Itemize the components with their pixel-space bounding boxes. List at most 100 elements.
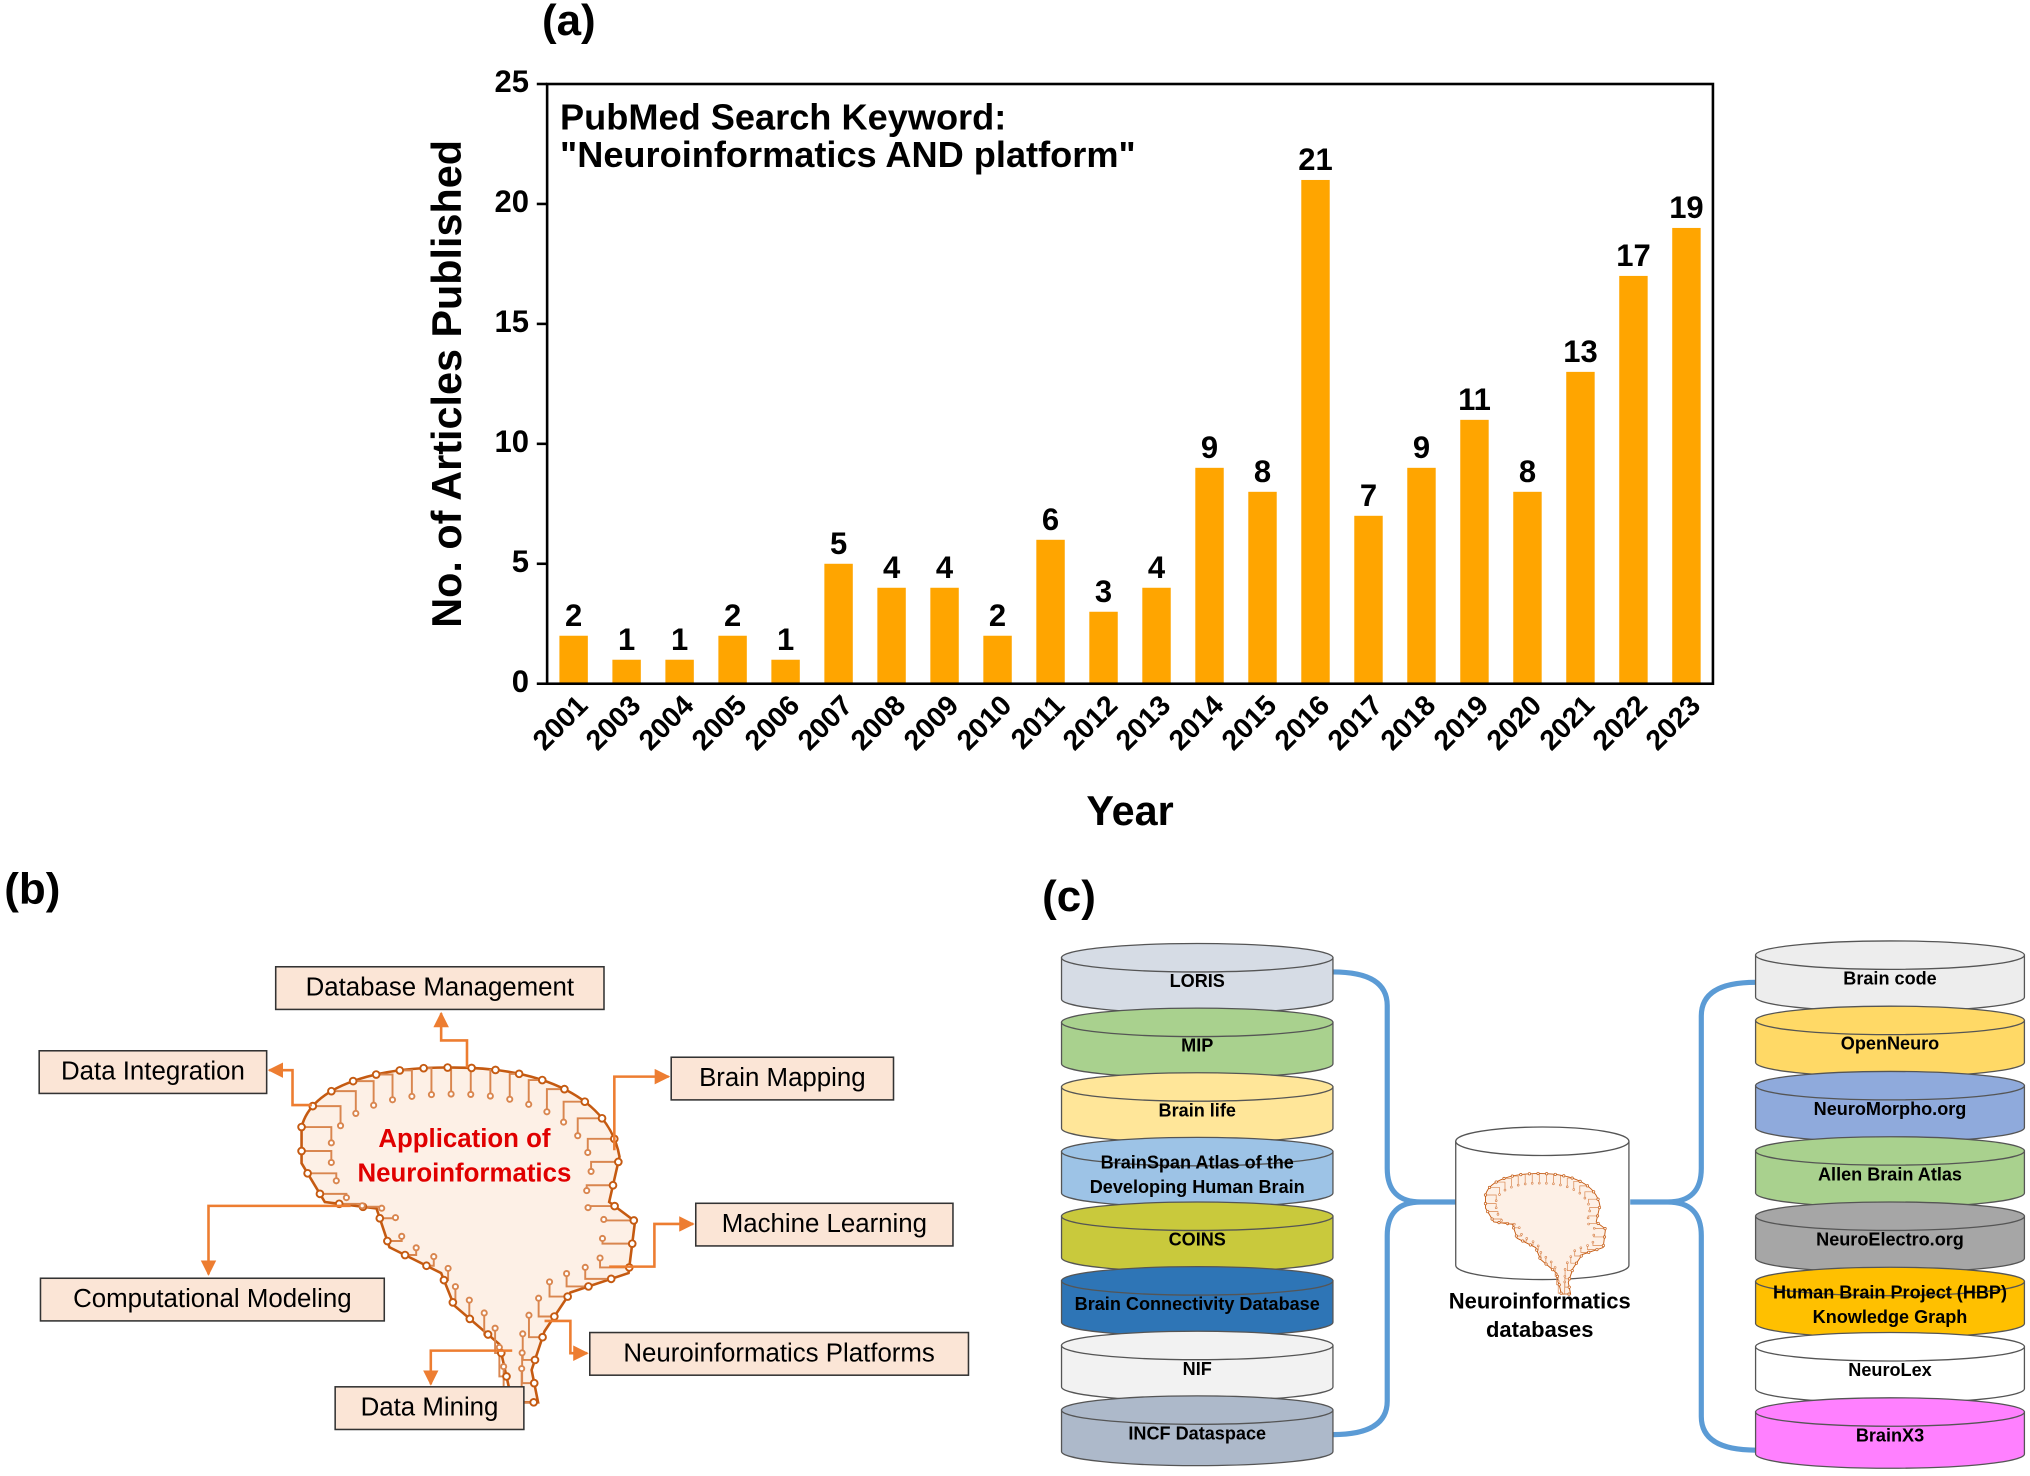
plot-frame <box>545 82 1715 686</box>
x-tick-label: 2008 <box>845 689 912 756</box>
x-tick-label: 2004 <box>633 689 700 756</box>
x-tick-label: 2021 <box>1534 689 1601 756</box>
database-cylinder-top <box>1754 1005 2026 1036</box>
arrow <box>200 1204 351 1276</box>
x-tick-label: 2003 <box>580 689 647 756</box>
circuit-node <box>400 1250 410 1260</box>
bar <box>1566 371 1595 684</box>
circuit-node <box>538 1332 547 1342</box>
database-label: NIF <box>1183 1359 1212 1379</box>
x-tick-label: 2010 <box>951 689 1018 756</box>
circuit-node <box>297 1146 306 1156</box>
circuit-trace <box>537 1298 555 1318</box>
circuit-node <box>448 1298 458 1307</box>
circuit-node <box>596 1254 604 1262</box>
circuit-node <box>502 1372 511 1381</box>
application-label: Computational Modeling <box>73 1285 352 1313</box>
database-cylinder <box>1060 1409 1334 1467</box>
value-label: 1 <box>671 622 688 657</box>
x-tick-label: 2020 <box>1481 689 1548 756</box>
arrow <box>609 1216 695 1268</box>
bar <box>1513 491 1542 684</box>
circuit-node <box>529 1378 539 1388</box>
circuit-trace <box>576 1117 603 1136</box>
y-tick-label: 0 <box>512 664 529 699</box>
circuit-node <box>580 1097 590 1107</box>
circuit-node <box>358 1202 366 1210</box>
value-label: 6 <box>1042 502 1059 537</box>
circuit-node <box>597 1113 607 1123</box>
circuit-trace <box>301 1150 333 1163</box>
circuit-node <box>375 1213 385 1223</box>
bar <box>718 635 747 684</box>
circuit-node <box>378 1204 386 1212</box>
circuit-node <box>563 1270 571 1278</box>
circuit-node <box>467 1063 476 1073</box>
circuit-node <box>563 1292 572 1301</box>
database-label: Human Brain Project (HBP) <box>1773 1283 2007 1303</box>
circuit-node <box>465 1296 473 1304</box>
circuit-node <box>408 1092 416 1100</box>
circuit-node <box>486 1092 494 1100</box>
circuit-node <box>383 1236 392 1246</box>
bar <box>1301 179 1330 684</box>
database-label: Brain Connectivity Database <box>1075 1294 1320 1314</box>
database-cylinder-top <box>1060 1072 1334 1102</box>
database-cylinder-top <box>1754 1266 2026 1297</box>
application-box <box>39 1277 386 1322</box>
database-label: NeuroElectro.org <box>1816 1230 1964 1250</box>
circuit-node <box>525 1311 533 1319</box>
circuit-node <box>518 1365 526 1373</box>
database-label: COINS <box>1169 1230 1226 1250</box>
center-label: databases <box>1486 1317 1593 1342</box>
arrow <box>613 1068 671 1151</box>
circuit-node <box>451 1283 459 1291</box>
value-label: 1 <box>618 622 635 657</box>
value-label: 4 <box>936 550 954 585</box>
circuit-node <box>506 1095 514 1103</box>
circuit-node <box>491 1324 499 1332</box>
circuit-node <box>427 1091 436 1099</box>
database-label: NeuroLex <box>1848 1360 1931 1380</box>
database-label: Allen Brain Atlas <box>1818 1164 1962 1184</box>
annotation: "Neuroinformatics AND platform" <box>560 134 1136 175</box>
circuit-node <box>535 1294 543 1302</box>
database-cylinder-top <box>1754 1136 2026 1166</box>
value-label: 13 <box>1563 334 1597 369</box>
application-label: Data Mining <box>361 1394 499 1422</box>
database-cylinder-top <box>1754 940 2026 970</box>
arrow <box>423 1349 513 1386</box>
bar <box>1036 539 1065 684</box>
x-tick-label: 2013 <box>1110 689 1177 756</box>
bar <box>559 635 588 684</box>
circuit-node <box>480 1309 488 1317</box>
circuit-node <box>629 1216 639 1225</box>
x-tick-label: 2011 <box>1005 689 1071 755</box>
arrow <box>544 1319 589 1361</box>
panel-label: (b) <box>4 864 60 913</box>
y-tick-label: 5 <box>512 544 529 579</box>
value-label: 21 <box>1298 142 1332 177</box>
x-tick-label: 2019 <box>1428 689 1495 756</box>
bar <box>1672 227 1701 684</box>
circuit-node <box>370 1101 378 1109</box>
database-label: Knowledge Graph <box>1813 1307 1968 1327</box>
bar <box>612 659 641 684</box>
center-label: Neuroinformatics <box>1449 1289 1631 1314</box>
circuit-node <box>491 1065 500 1075</box>
circuit-trace <box>301 1126 333 1143</box>
database-cylinder <box>1754 1411 2026 1469</box>
circuit-trace <box>527 1315 543 1339</box>
circuit-trace <box>331 1090 357 1114</box>
database-cylinder-top <box>1060 1007 1334 1038</box>
database-cylinder-top <box>1060 1395 1334 1425</box>
circuit-node <box>419 1063 428 1073</box>
bar <box>1460 419 1489 684</box>
circuit-node <box>529 1397 539 1407</box>
database-label: INCF Dataspace <box>1128 1423 1266 1443</box>
circuit-trace <box>584 1267 612 1280</box>
database-cylinder-top <box>1060 1136 1334 1167</box>
circuit-node <box>584 1282 593 1291</box>
circuit-node <box>514 1069 524 1079</box>
circuit-node <box>600 1215 608 1224</box>
